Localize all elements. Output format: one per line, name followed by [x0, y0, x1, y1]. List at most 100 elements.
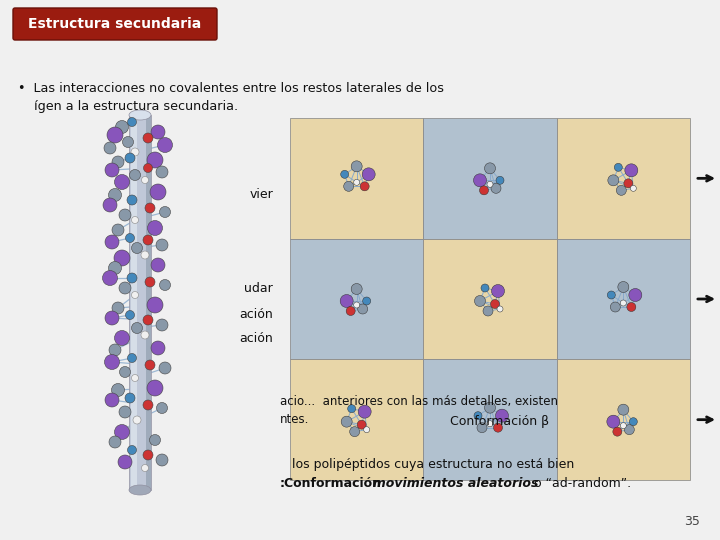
Bar — [423, 239, 557, 359]
Text: ación: ación — [239, 332, 273, 345]
Circle shape — [351, 161, 362, 172]
Circle shape — [143, 133, 153, 143]
Circle shape — [151, 341, 165, 355]
Bar — [557, 118, 690, 239]
Circle shape — [127, 354, 137, 362]
Circle shape — [132, 375, 138, 381]
Circle shape — [118, 455, 132, 469]
Circle shape — [362, 168, 375, 181]
Circle shape — [151, 125, 165, 139]
Circle shape — [341, 170, 348, 178]
Circle shape — [114, 250, 130, 266]
Circle shape — [119, 209, 131, 221]
Text: los polipéptidos cuya estructura no está bien: los polipéptidos cuya estructura no está… — [280, 458, 575, 471]
Circle shape — [357, 420, 366, 429]
Circle shape — [141, 251, 149, 259]
Circle shape — [114, 174, 130, 190]
Circle shape — [625, 164, 638, 177]
Circle shape — [346, 307, 355, 315]
Circle shape — [143, 450, 153, 460]
Text: ntes.: ntes. — [280, 413, 310, 426]
Circle shape — [142, 464, 148, 471]
Circle shape — [109, 436, 121, 448]
Circle shape — [132, 322, 143, 334]
Circle shape — [130, 170, 140, 180]
Circle shape — [109, 188, 122, 201]
Circle shape — [143, 235, 153, 245]
Circle shape — [133, 416, 141, 424]
Circle shape — [150, 435, 161, 446]
Bar — [423, 118, 557, 239]
Circle shape — [120, 367, 130, 377]
Text: ígen a la estructura secundaria.: ígen a la estructura secundaria. — [18, 100, 238, 113]
Circle shape — [125, 153, 135, 163]
Circle shape — [611, 302, 621, 312]
Circle shape — [102, 271, 117, 286]
Circle shape — [109, 261, 122, 274]
Circle shape — [125, 310, 135, 320]
Circle shape — [119, 282, 131, 294]
Circle shape — [630, 185, 636, 191]
Circle shape — [477, 423, 487, 433]
Circle shape — [350, 427, 360, 437]
Circle shape — [112, 156, 124, 168]
Circle shape — [112, 224, 124, 236]
Circle shape — [104, 142, 116, 154]
Circle shape — [351, 284, 362, 294]
Circle shape — [491, 184, 501, 193]
Bar — [557, 359, 690, 480]
Circle shape — [125, 393, 135, 403]
Circle shape — [354, 179, 360, 185]
Ellipse shape — [129, 485, 151, 495]
Circle shape — [487, 421, 493, 427]
Bar — [290, 359, 423, 480]
Circle shape — [340, 294, 354, 307]
Text: •  Las interacciones no covalentes entre los restos laterales de los: • Las interacciones no covalentes entre … — [18, 82, 444, 95]
Circle shape — [125, 233, 135, 242]
Bar — [557, 239, 690, 359]
Text: movimientos aleatorios: movimientos aleatorios — [364, 477, 539, 490]
Text: udar: udar — [244, 281, 273, 294]
Circle shape — [156, 239, 168, 251]
Circle shape — [485, 402, 495, 413]
Circle shape — [341, 416, 352, 427]
Bar — [146, 115, 151, 490]
Circle shape — [132, 292, 138, 299]
Circle shape — [145, 277, 155, 287]
Circle shape — [497, 306, 503, 312]
Circle shape — [158, 138, 173, 152]
Circle shape — [156, 402, 168, 414]
Text: :Conformación: :Conformación — [280, 477, 382, 490]
Circle shape — [132, 217, 138, 224]
Circle shape — [608, 175, 618, 186]
Circle shape — [480, 186, 488, 195]
Circle shape — [343, 181, 354, 191]
Circle shape — [151, 258, 165, 272]
Circle shape — [483, 306, 493, 316]
Circle shape — [621, 300, 626, 306]
Circle shape — [114, 330, 130, 346]
Ellipse shape — [129, 110, 151, 120]
Circle shape — [160, 280, 171, 291]
Circle shape — [105, 235, 119, 249]
Circle shape — [103, 198, 117, 212]
Circle shape — [495, 409, 508, 422]
Circle shape — [629, 417, 637, 426]
Circle shape — [132, 242, 143, 253]
Circle shape — [112, 383, 125, 396]
Circle shape — [358, 304, 368, 314]
Circle shape — [105, 311, 119, 325]
Circle shape — [147, 297, 163, 313]
Circle shape — [105, 393, 119, 407]
Circle shape — [156, 166, 168, 178]
Bar — [423, 359, 557, 480]
Circle shape — [160, 206, 171, 218]
Circle shape — [614, 163, 622, 171]
Circle shape — [354, 302, 360, 308]
Circle shape — [145, 203, 155, 213]
Circle shape — [487, 181, 493, 187]
Bar — [290, 239, 423, 359]
Circle shape — [363, 297, 371, 305]
Circle shape — [627, 302, 636, 312]
Circle shape — [107, 127, 123, 143]
